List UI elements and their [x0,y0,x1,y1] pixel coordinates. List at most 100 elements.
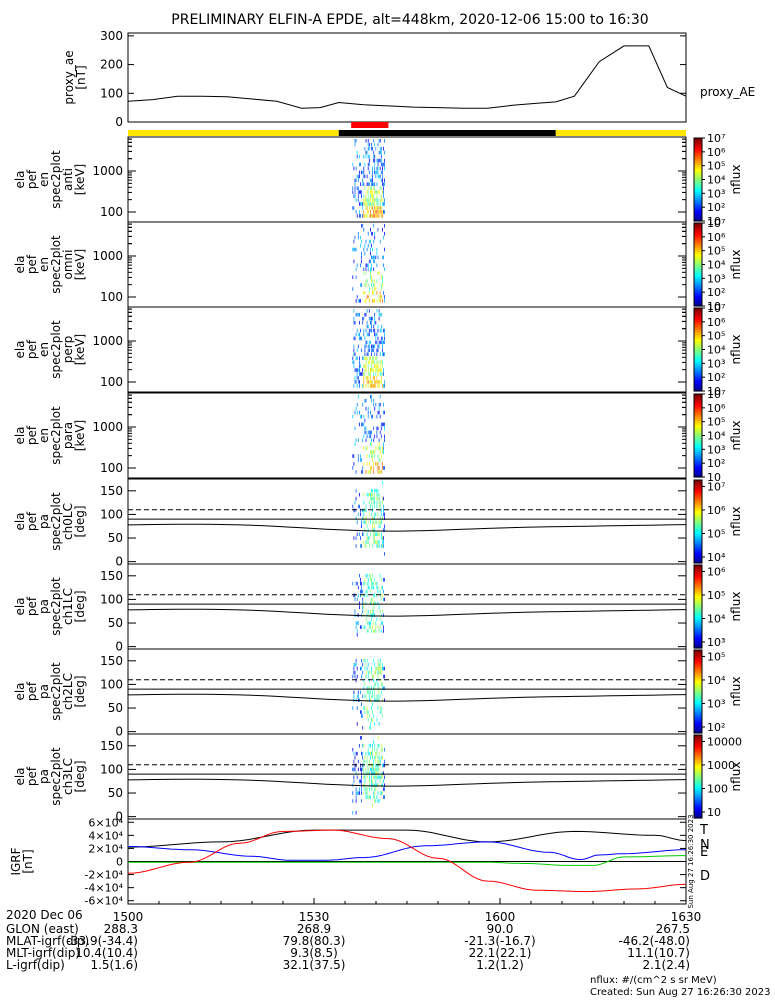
panel-6-colorbar-seg [694,608,702,612]
panel-8-cell [367,767,369,772]
panel-5-cell [373,540,375,544]
panel-4-colorbar-seg [694,472,702,476]
panel-4-cell [379,470,381,474]
igrf-ylabel-part: IGRF [9,847,23,875]
panel-4-cell [384,438,385,442]
panel-1-cell [352,162,354,167]
panel-3-cell [365,368,367,372]
panel-1-cell [354,142,356,147]
panel-8-cell [365,771,367,776]
panel-8-ytick-label: 150 [100,739,123,753]
panel-3-cell [373,348,375,353]
panel-8-cell [371,787,372,791]
panel-8-colorbar-seg [694,735,702,738]
panel-5-colorbar-seg [694,544,702,547]
panel-3-cell [377,324,379,329]
panel-7-cell [362,726,364,730]
panel-7-cell [382,698,383,702]
panel-3-cell [359,356,360,360]
panel-1-cell [355,198,357,202]
panel-4-cell [370,395,371,399]
panel-2-cell [367,295,369,299]
panel-3-cell [368,356,370,360]
panel-6-cell [367,621,369,625]
panel-2-cell [357,235,359,240]
panel-6-cell [371,585,372,590]
panel-6-cell [356,597,358,602]
panel-5-colorbar-seg [694,527,702,531]
panel-8-cell [376,763,378,768]
panel-7-cell [367,674,369,679]
panel-6-cell [371,617,372,621]
panel-2-colorbar-seg [694,258,702,261]
panel-7-cell [368,694,370,699]
panel-3-cell [382,360,383,364]
panel-3-cell [376,340,378,345]
panel-1-cell [375,174,377,179]
panel-8-colorbar-seg [694,780,702,784]
panel-2-cell [370,247,371,252]
panel-1-cell [371,194,372,198]
panel-8-cell [359,787,360,791]
panel-4-cell [371,442,372,446]
panel-1-cell [382,170,383,175]
panel-5-cell [376,544,378,548]
panel-3-cell [370,372,371,376]
panel-6-cell [352,581,354,586]
panel-8-cell [375,751,377,756]
panel-5-colorbar-seg [694,552,702,556]
panel-8-cell [374,791,376,795]
panel-7-cell [373,714,375,718]
panel-1-cell [377,210,379,214]
panel-6-colorbar-seg [694,621,702,624]
panel-4-cell [371,395,372,399]
igrf-ytick-label: -6×10⁴ [84,895,123,908]
panel-1-cell [371,214,372,218]
panel-2-cell [376,279,378,283]
panel-1-cell [364,146,366,151]
panel-8-cell [376,775,378,780]
panel-6-cell [356,621,358,625]
panel-7-cell [363,686,365,691]
panel-7-cell [355,658,357,663]
panel-3-cell [384,352,385,356]
panel-1-cell [378,139,380,143]
panel-4-cell [370,442,371,446]
panel-8-cell [366,763,368,768]
panel-1-cell [367,139,369,143]
panel-7-cell [356,674,358,679]
panel-2-cell [384,295,385,299]
panel-7-colorbar-seg [694,718,702,722]
panel-2-cell [370,271,371,275]
panel-3-colorbar-seg [694,337,702,340]
panel-4-cell [370,434,371,439]
panel-4-colorbar-seg [694,402,702,405]
panel-8-colorbar-seg [694,793,702,796]
panel-6-cell [355,625,357,629]
panel-5-cell [371,496,372,501]
panel-7-colorbar-seg [694,656,702,659]
panel-8-cell [373,767,375,772]
panel-1-cell [371,206,372,210]
panel-2-cell [361,239,362,244]
panel-4-cell [368,430,370,435]
panel-2-cell [364,291,366,295]
panel-1-cell [371,178,372,183]
panel-1-cell [362,214,364,218]
panel-3-cell [360,336,361,341]
panel-8-cell [378,767,380,772]
panel-7-cell [368,690,370,695]
proxy-ae-legend: proxy_AE [700,85,755,99]
panel-3-cell [353,344,355,349]
panel-5-cell [383,536,384,540]
panel-8-colorbar-seg [694,772,702,776]
panel-3-colorbar-seg [694,332,702,336]
panel-8-cell [382,763,383,768]
panel-8-cell [374,767,376,772]
panel-1-cell [363,182,365,186]
panel-1-cell [380,146,382,151]
panel-3-cell [354,380,356,384]
panel-8-cell [376,751,378,756]
panel-2-colorbar-label: 10² [707,286,725,299]
panel-3-cell [375,372,377,376]
